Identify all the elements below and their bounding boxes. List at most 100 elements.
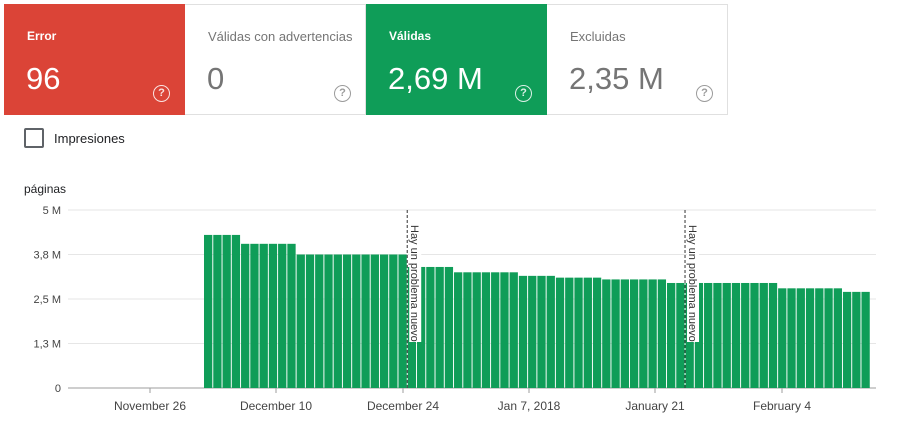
annotation-label: Hay un problema nuevo [408, 225, 420, 342]
bar [731, 282, 741, 388]
bar [768, 282, 778, 388]
pages-bar-chart: páginas Hay un problema nuevo Hay un prob… [24, 182, 876, 413]
bar [805, 288, 815, 388]
warnings-card-label: Válidas con advertencias [208, 29, 353, 44]
help-icon[interactable]: ? [153, 85, 170, 102]
error-card-value: 96 [26, 61, 61, 96]
bar [555, 277, 565, 388]
bar [222, 234, 231, 388]
bar [620, 279, 629, 388]
x-tick-label: January 21 [625, 399, 685, 413]
bar [231, 234, 241, 388]
bar [241, 243, 250, 388]
annotation-label: Hay un problema nuevo [686, 225, 698, 342]
bar [481, 272, 491, 388]
bar [213, 234, 222, 388]
bar [509, 272, 518, 388]
y-tick-label: 5 M [43, 205, 61, 217]
bar [704, 282, 713, 388]
excluded-card[interactable]: Excluidas 2,35 M ? [547, 4, 728, 115]
valid-card[interactable]: Válidas 2,69 M ? [366, 4, 547, 115]
bar [389, 254, 398, 388]
y-tick-label: 1,3 M [33, 339, 61, 351]
bar [648, 279, 657, 388]
x-tick-label: November 26 [114, 399, 186, 413]
bar [629, 279, 639, 388]
help-icon[interactable]: ? [515, 85, 532, 102]
bar [426, 266, 435, 388]
bar [472, 272, 481, 388]
bar [278, 243, 287, 388]
bar [444, 266, 454, 388]
bar [759, 282, 768, 388]
y-axis-label: páginas [24, 182, 66, 196]
bar [528, 275, 537, 388]
bar [815, 288, 824, 388]
bar [861, 291, 870, 388]
warnings-card-value: 0 [207, 61, 225, 96]
bar [750, 282, 759, 388]
bar [333, 254, 342, 388]
x-tick-label: December 10 [240, 399, 312, 413]
chart-annotations: Hay un problema nuevo Hay un problema nue… [406, 210, 700, 388]
bar [518, 275, 528, 388]
bar [611, 279, 620, 388]
y-axis-ticks: 0 1,3 M 2,5 M 3,8 M 5 M [33, 205, 61, 395]
bar [398, 254, 407, 388]
bar [583, 277, 592, 388]
warnings-card[interactable]: Válidas con advertencias 0 ? [185, 4, 366, 115]
bar [250, 243, 259, 388]
bar [852, 291, 861, 388]
valid-card-label: Válidas [389, 29, 432, 43]
bar [833, 288, 842, 388]
bar [361, 254, 370, 388]
bar [268, 243, 278, 388]
bar [370, 254, 379, 388]
excluded-card-value: 2,35 M [569, 61, 664, 96]
bar [259, 243, 268, 388]
bar [454, 272, 463, 388]
bar [287, 243, 296, 388]
x-tick-label: December 24 [367, 399, 439, 413]
bar [537, 275, 546, 388]
bar [204, 234, 213, 388]
bar [778, 288, 787, 388]
x-tick-label: February 4 [753, 399, 811, 413]
bar [352, 254, 361, 388]
impressions-checkbox[interactable] [24, 128, 44, 148]
bar [796, 288, 805, 388]
bar [565, 277, 574, 388]
y-tick-label: 2,5 M [33, 294, 61, 306]
bar [435, 266, 444, 388]
error-card[interactable]: Error 96 ? [4, 4, 185, 115]
bar [824, 288, 833, 388]
impressions-label: Impresiones [54, 130, 125, 146]
bar [296, 254, 305, 388]
excluded-card-label: Excluidas [570, 29, 626, 44]
help-icon[interactable]: ? [696, 85, 713, 102]
bar [722, 282, 731, 388]
bar [667, 282, 676, 388]
valid-card-value: 2,69 M [388, 61, 483, 96]
bar [676, 282, 685, 388]
bar [741, 282, 750, 388]
bar [324, 254, 333, 388]
bar [463, 272, 472, 388]
chart-bars [204, 234, 870, 388]
error-card-label: Error [27, 29, 57, 43]
bar [342, 254, 352, 388]
annotation-label-background [687, 224, 700, 342]
impressions-toggle[interactable]: Impresiones [24, 128, 125, 148]
bar [574, 277, 583, 388]
x-tick-label: Jan 7, 2018 [498, 399, 561, 413]
y-tick-label: 3,8 M [33, 250, 61, 262]
bar [602, 279, 611, 388]
status-cards: Error 96 ? Válidas con advertencias 0 ? … [4, 4, 728, 115]
bar [500, 272, 509, 388]
y-tick-label: 0 [55, 383, 61, 395]
bar [315, 254, 324, 388]
bar [491, 272, 500, 388]
annotation-label-background [409, 224, 422, 342]
help-icon[interactable]: ? [334, 85, 351, 102]
bar [305, 254, 315, 388]
